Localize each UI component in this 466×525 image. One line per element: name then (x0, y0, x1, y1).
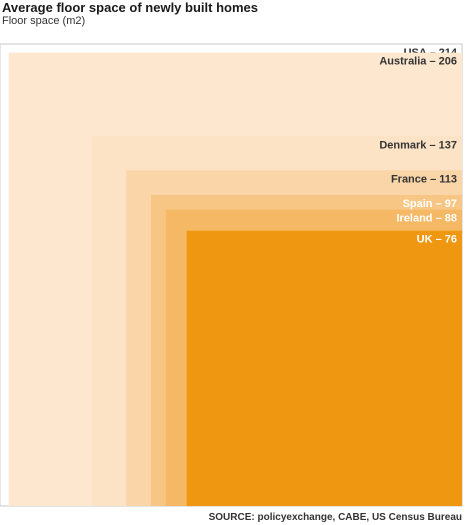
square-uk (186, 230, 462, 506)
label-ireland: Ireland – 88 (396, 213, 457, 225)
chart-subtitle: Floor space (m2) (2, 15, 86, 27)
label-france: France – 113 (391, 173, 457, 185)
label-uk: UK – 76 (417, 234, 457, 246)
label-australia: Australia – 206 (379, 56, 457, 68)
chart-title: Average floor space of newly built homes (2, 0, 258, 15)
source-note: SOURCE: policyexchange, CABE, US Census … (208, 512, 462, 523)
label-spain: Spain – 97 (403, 198, 457, 210)
label-denmark: Denmark – 137 (379, 139, 457, 151)
